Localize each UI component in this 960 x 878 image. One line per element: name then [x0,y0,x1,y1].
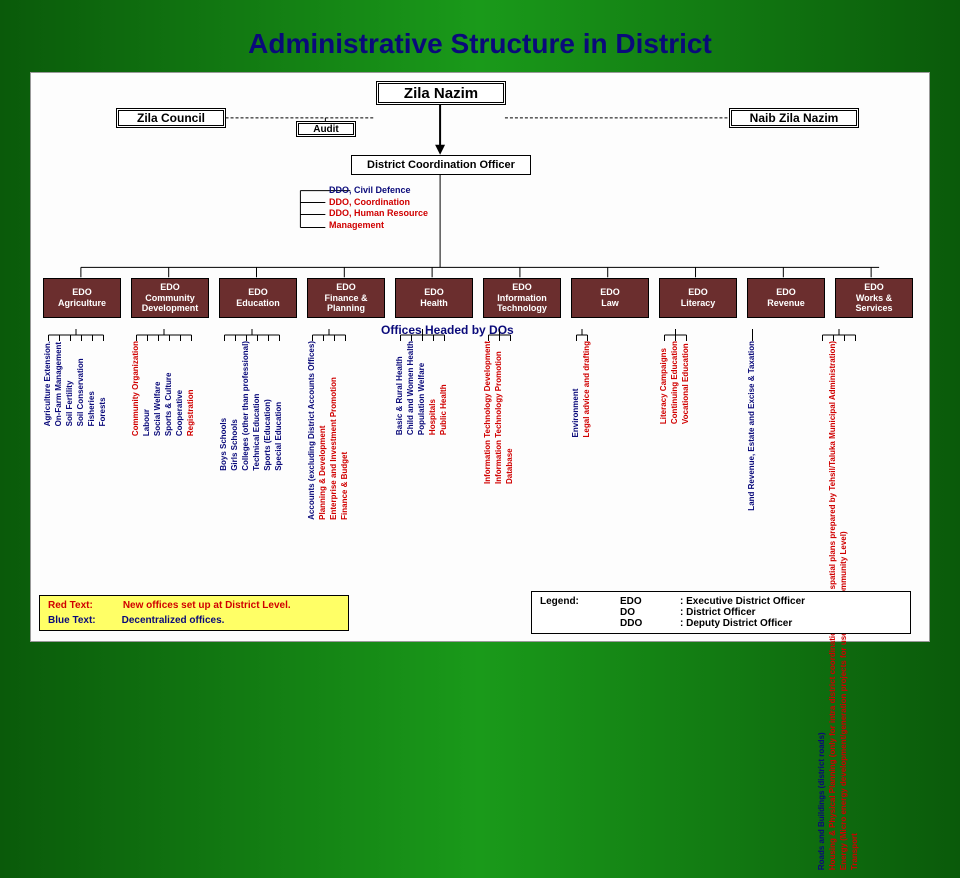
office-item: Soil Conservation [76,341,86,434]
legend-box: Legend: EDO : Executive District Officer… [531,591,911,634]
office-item: Public Health [439,341,449,443]
zila-nazim-box: Zila Nazim [376,81,506,105]
office-item: Vocational Education [681,341,691,432]
edo-box-0: EDOAgriculture [43,278,121,318]
color-key-box: Red Text: New offices set up at District… [39,595,349,631]
edo-box-9: EDOWorks &Services [835,278,913,318]
office-item: Social Welfare [153,341,163,444]
office-item: Literacy Campaigns [659,341,669,432]
edo-box-4: EDOHealth [395,278,473,318]
edo-box-1: EDOCommunityDevelopment [131,278,209,318]
office-item: Enterprise and Investment Promotion [329,341,339,528]
office-item: Technical Education [252,341,262,479]
office-item: Legal advice and drafting [582,341,592,445]
office-item: Cooperative [175,341,185,444]
office-item: Colleges (other than professional) [241,341,251,479]
office-item: Planning & Development [318,341,328,528]
office-item: Sports (Education) [263,341,273,479]
office-item: Special Education [274,341,284,479]
office-item: Information Technology Development [483,341,493,492]
office-item: Population Welfare [417,341,427,443]
edo-box-2: EDOEducation [219,278,297,318]
office-item: Community Organization [131,341,141,444]
dco-box: District Coordination Officer [351,155,531,175]
office-item: Forests [98,341,108,434]
office-item: Information Technology Promotion [494,341,504,492]
naib-nazim-box: Naib Zila Nazim [729,108,859,128]
edo-box-3: EDOFinance &Planning [307,278,385,318]
office-item: Database [505,341,515,492]
office-item: Soil Fertility [65,341,75,434]
org-chart: Zila Nazim Zila Council Naib Zila Nazim … [30,72,930,642]
edo-box-8: EDORevenue [747,278,825,318]
office-item: Continuing Education [670,341,680,432]
office-item: Basic & Rural Health [395,341,405,443]
office-item: Sports & Culture [164,341,174,444]
office-item: Agriculture Extension. [43,341,53,434]
page-title: Administrative Structure in District [0,0,960,72]
edo-box-5: EDOInformationTechnology [483,278,561,318]
office-item: Land Revenue, Estate and Excise & Taxati… [747,341,757,519]
office-item: On-Farm Management [54,341,64,434]
office-item: Hospitals [428,341,438,443]
office-item: Labour [142,341,152,444]
office-item: Environment [571,341,581,445]
office-item: Registration [186,341,196,444]
office-item: Girls Schools [230,341,240,479]
ddo-list: DDO, Civil Defence DDO, Coordination DDO… [329,185,428,232]
zila-council-box: Zila Council [116,108,226,128]
office-item: Fisheries [87,341,97,434]
office-item: Child and Women Health [406,341,416,443]
audit-box: Audit [296,121,356,137]
office-item: Boys Schools [219,341,229,479]
office-item: Accounts (excluding District Accounts Of… [307,341,317,528]
edo-box-6: EDOLaw [571,278,649,318]
edo-box-7: EDOLiteracy [659,278,737,318]
office-item: Finance & Budget [340,341,350,528]
